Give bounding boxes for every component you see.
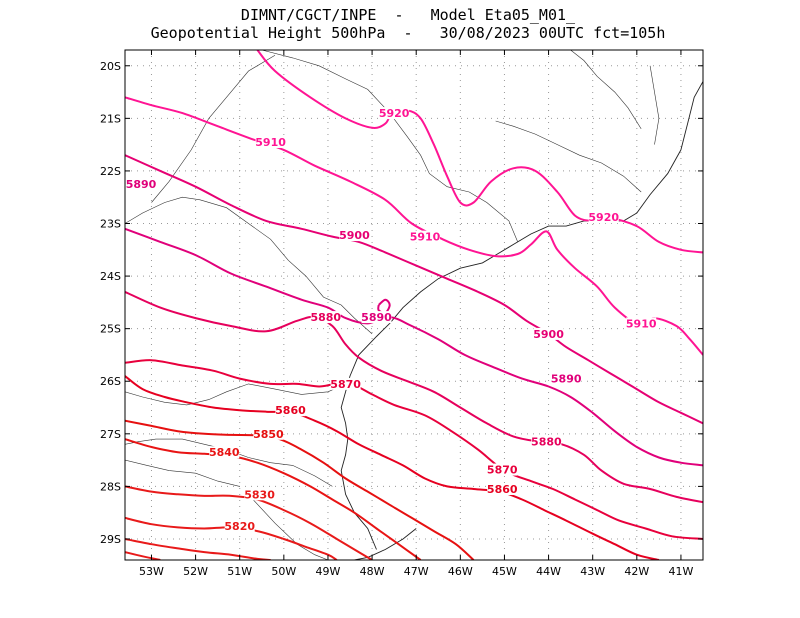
contour-label-bg (533, 327, 564, 340)
contour-label-bg (209, 446, 240, 459)
contour-label-bg (551, 372, 582, 385)
axes: 20S 21S 22S 23S 24S 25S 26S 27S 28S 29S 53W 52W 51W 5… (100, 50, 703, 578)
contour-label: 5850 (253, 428, 284, 441)
contour-line-5890 (125, 227, 703, 467)
contour-line-5860 (125, 375, 660, 560)
lon-tick-label: 42W (624, 565, 649, 578)
lat-tick-label: 24S (100, 270, 121, 283)
contour-label: 5920 (379, 107, 410, 120)
contour-label: 5860 (275, 404, 306, 417)
state-border (495, 120, 642, 193)
lat-tick-label: 29S (100, 533, 121, 546)
contour-label: 5920 (588, 211, 619, 224)
lat-tick-label: 22S (100, 165, 121, 178)
contour-label: 5880 (531, 436, 562, 449)
contour-label-bg (224, 519, 255, 532)
state-border (649, 65, 660, 145)
lon-tick-label: 46W (448, 565, 473, 578)
lon-tick-label: 52W (183, 565, 208, 578)
contour-label: 5900 (339, 229, 370, 242)
contour-label-bg (330, 377, 361, 390)
contour-label-bg (487, 483, 518, 496)
contour-label-bg (626, 317, 657, 330)
contour-label-bg (310, 311, 341, 324)
state-border (151, 55, 276, 203)
contour-label: 5900 (533, 328, 564, 341)
contour-label-bg (244, 488, 275, 501)
state-border (125, 196, 373, 335)
lon-tick-label: 41W (669, 565, 694, 578)
grid-lines (125, 50, 703, 560)
contour-line-5810 (125, 538, 271, 560)
contour-line-5880 (125, 290, 703, 504)
lat-tick-label: 28S (100, 480, 121, 493)
title-line-2: Geopotential Height 500hPa - 30/08/2023 … (150, 24, 666, 42)
contour-label: 5820 (224, 520, 255, 533)
contour-label-bg (255, 136, 286, 149)
contour-label: 5910 (410, 231, 441, 244)
contour-label-bg (588, 211, 619, 224)
contour-label-bg (339, 229, 370, 242)
coastline (354, 528, 417, 560)
lon-tick-label: 47W (404, 565, 429, 578)
contour-label: 5890 (361, 311, 392, 324)
contour-label-bg (253, 427, 284, 440)
contour-label-bg (126, 178, 156, 191)
state-border (570, 50, 642, 130)
lon-tick-label: 44W (536, 565, 561, 578)
contour-label-bg (487, 463, 518, 476)
lon-tick-label: 51W (227, 565, 252, 578)
lon-tick-label: 45W (492, 565, 517, 578)
contour-line-5800 (125, 551, 161, 560)
contour-line-5850 (125, 419, 475, 560)
contour-label-bg (361, 311, 392, 324)
lat-tick-label: 21S (100, 112, 121, 125)
lat-tick-label: 26S (100, 375, 121, 388)
contour-label-bg (531, 435, 562, 448)
contour-label: 5870 (487, 464, 518, 477)
contour-label-bg (379, 107, 410, 120)
lon-tick-label: 53W (139, 565, 164, 578)
coastline (340, 81, 703, 550)
lon-tick-label: 49W (316, 565, 341, 578)
contour-label: 5870 (330, 378, 361, 391)
lat-tick-label: 23S (100, 218, 121, 231)
contour-line-5920 (256, 50, 703, 254)
contour-label: 5880 (310, 311, 341, 324)
lon-tick-label: 48W (360, 565, 385, 578)
lat-tick-label: 20S (100, 60, 121, 73)
plot-frame (124, 49, 704, 561)
lon-tick-label: 50W (271, 565, 296, 578)
contour-label: 5860 (487, 483, 518, 496)
lon-tick-label: 43W (580, 565, 605, 578)
contour-label-bg (410, 230, 441, 243)
state-border (125, 383, 346, 406)
contour-label: 5910 (626, 317, 657, 330)
contour-line-5910 (125, 96, 703, 356)
contour-line-5840 (125, 438, 422, 560)
contour-label: 5890 (126, 178, 157, 191)
contour-lines (125, 50, 703, 560)
contour-label: 5910 (255, 136, 286, 149)
contour-line-5870 (125, 359, 703, 540)
state-border (261, 50, 518, 243)
title-line-1: DIMNT/CGCT/INPE - Model Eta05_M01_ (240, 6, 576, 24)
contour-label: 5830 (244, 488, 275, 501)
contour-labels: 5920 5920 5910 5910 5910 5900 5900 5890 5890 5890… (126, 107, 657, 533)
contour-label-bg (275, 404, 306, 417)
geography (125, 50, 703, 560)
lat-tick-label: 27S (100, 428, 121, 441)
state-border (125, 459, 240, 487)
contour-line-5890 (377, 298, 391, 315)
contour-label: 5840 (209, 446, 240, 459)
lat-tick-label: 25S (100, 323, 121, 336)
contour-line-5900 (125, 154, 703, 425)
contour-label: 5890 (551, 373, 582, 386)
